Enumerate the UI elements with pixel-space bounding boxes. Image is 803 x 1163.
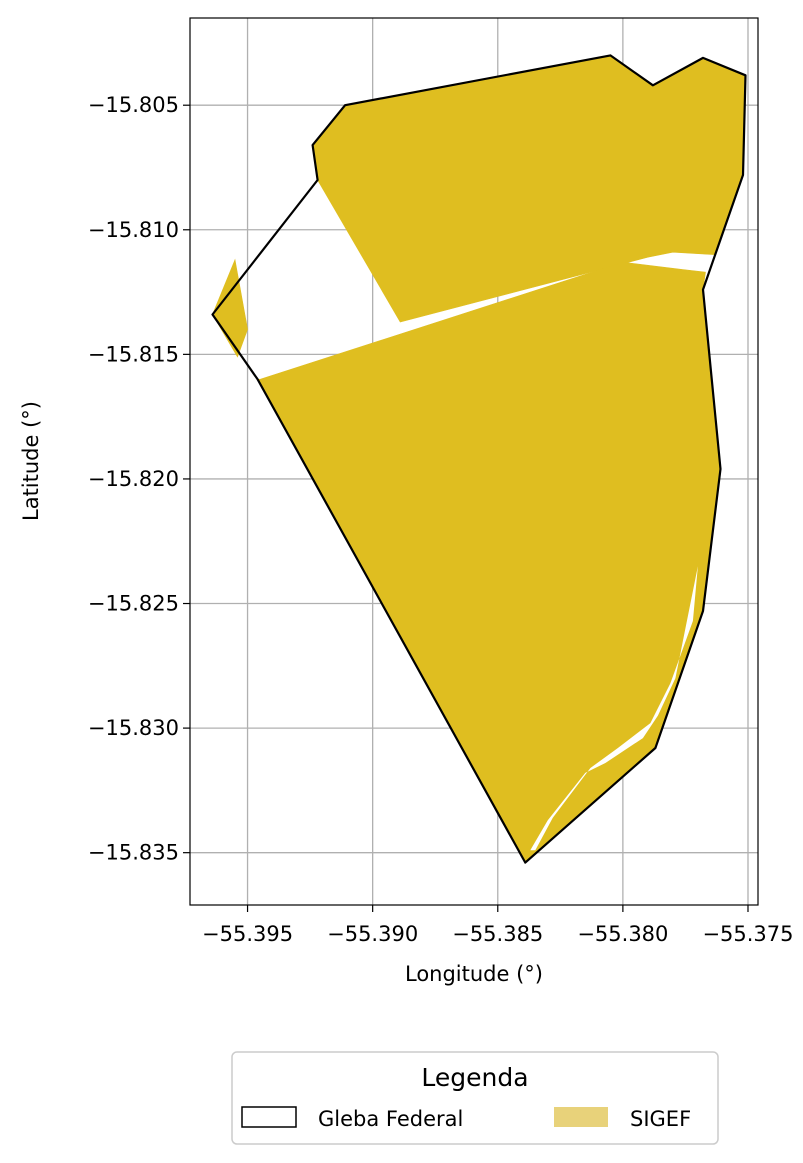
y-tick-label-1: −15.810 (88, 218, 179, 242)
legend-gleba-swatch (241, 1106, 297, 1128)
legend-gleba-label: Gleba Federal (318, 1107, 463, 1131)
y-tick-label-2: −15.815 (88, 342, 179, 366)
y-tick-label-5: −15.830 (88, 716, 179, 740)
sigef-gap-0 (530, 566, 698, 851)
sigef-layer (212, 55, 746, 864)
x-axis-label: Longitude (°) (405, 962, 543, 986)
legend: Legenda Gleba Federal SIGEF (231, 1051, 719, 1145)
legend-sigef-swatch (554, 1107, 608, 1127)
y-tick-label-6: −15.835 (88, 841, 179, 865)
x-tick-label-0: −55.395 (202, 922, 293, 946)
y-tick-label-3: −15.820 (88, 467, 179, 491)
legend-title: Legenda (421, 1063, 528, 1092)
gleba-federal-layer (211, 54, 747, 864)
gap-layer (530, 566, 698, 851)
y-tick-label-0: −15.805 (88, 93, 179, 117)
plot-frame (189, 17, 759, 906)
x-tick-label-2: −55.385 (452, 922, 543, 946)
x-axis-ticks: −55.395 −55.390 −55.385 −55.380 −55.375 (202, 905, 794, 946)
y-tick-label-4: −15.825 (88, 592, 179, 616)
x-tick-label-1: −55.390 (327, 922, 418, 946)
x-tick-label-4: −55.375 (702, 922, 793, 946)
gleba-federal-boundary (211, 54, 747, 864)
legend-sigef-label: SIGEF (630, 1107, 691, 1131)
y-axis-label: Latitude (°) (19, 401, 43, 521)
sigef-parcel-1 (212, 258, 248, 358)
y-axis-ticks: −15.805 −15.810 −15.815 −15.820 −15.825 −15.8… (88, 93, 190, 865)
x-tick-label-3: −55.380 (577, 922, 668, 946)
